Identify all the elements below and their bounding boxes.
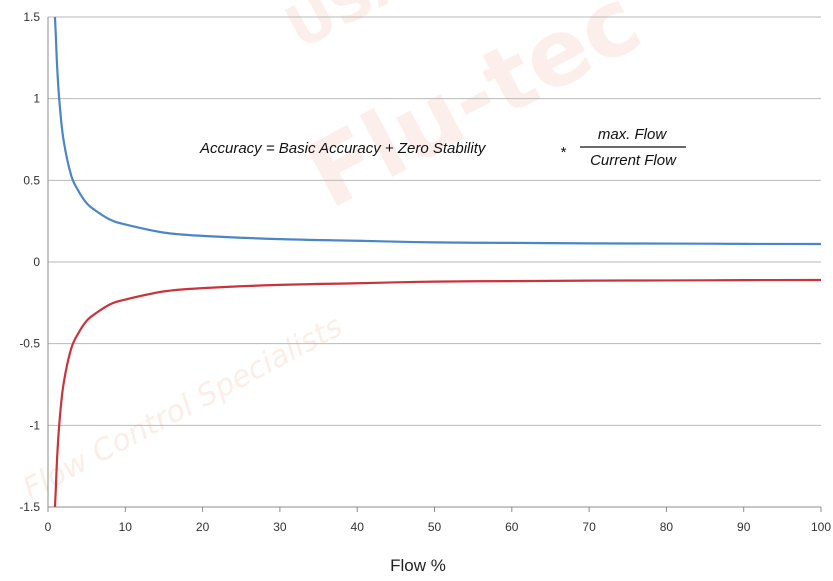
negative-accuracy-line xyxy=(53,278,822,508)
series-layer xyxy=(53,16,822,508)
watermark-line1: USA xyxy=(275,0,425,62)
formula-lhs: Accuracy = Basic Accuracy + Zero Stabili… xyxy=(199,140,487,157)
formula-numerator: max. Flow xyxy=(598,126,668,143)
y-tick-label: -1.5 xyxy=(19,500,40,514)
x-axis-title: Flow % xyxy=(390,556,446,575)
x-tick-label: 10 xyxy=(119,520,133,534)
x-tick-label: 70 xyxy=(582,520,596,534)
x-tick-label: 100 xyxy=(811,520,831,534)
y-axis: 1.5 1 0.5 0 -0.5 -1 -1.5 xyxy=(19,10,49,514)
y-tick-label: 0 xyxy=(33,255,40,269)
watermark: USA Flu-tec Flow Control Specialists xyxy=(17,0,657,507)
y-tick-label: 1.5 xyxy=(23,10,40,24)
y-tick-label: -0.5 xyxy=(19,337,40,351)
positive-accuracy-line xyxy=(53,16,822,246)
y-tick-label: 1 xyxy=(33,92,40,106)
x-tick-label: 90 xyxy=(737,520,751,534)
x-tick-label: 40 xyxy=(351,520,365,534)
formula-annotation: Accuracy = Basic Accuracy + Zero Stabili… xyxy=(199,126,686,169)
x-tick-label: 0 xyxy=(45,520,52,534)
x-tick-label: 50 xyxy=(428,520,442,534)
y-tick-label: -1 xyxy=(29,418,40,432)
y-tick-label: 0.5 xyxy=(23,173,40,187)
x-axis: 0 10 20 30 40 50 60 70 80 90 100 xyxy=(45,506,831,534)
x-tick-label: 30 xyxy=(273,520,287,534)
x-tick-label: 60 xyxy=(505,520,519,534)
formula-denominator: Current Flow xyxy=(590,152,677,169)
x-tick-label: 20 xyxy=(196,520,210,534)
x-tick-label: 80 xyxy=(660,520,674,534)
formula-operator: * xyxy=(560,144,567,161)
watermark-line3: Flow Control Specialists xyxy=(17,309,348,507)
